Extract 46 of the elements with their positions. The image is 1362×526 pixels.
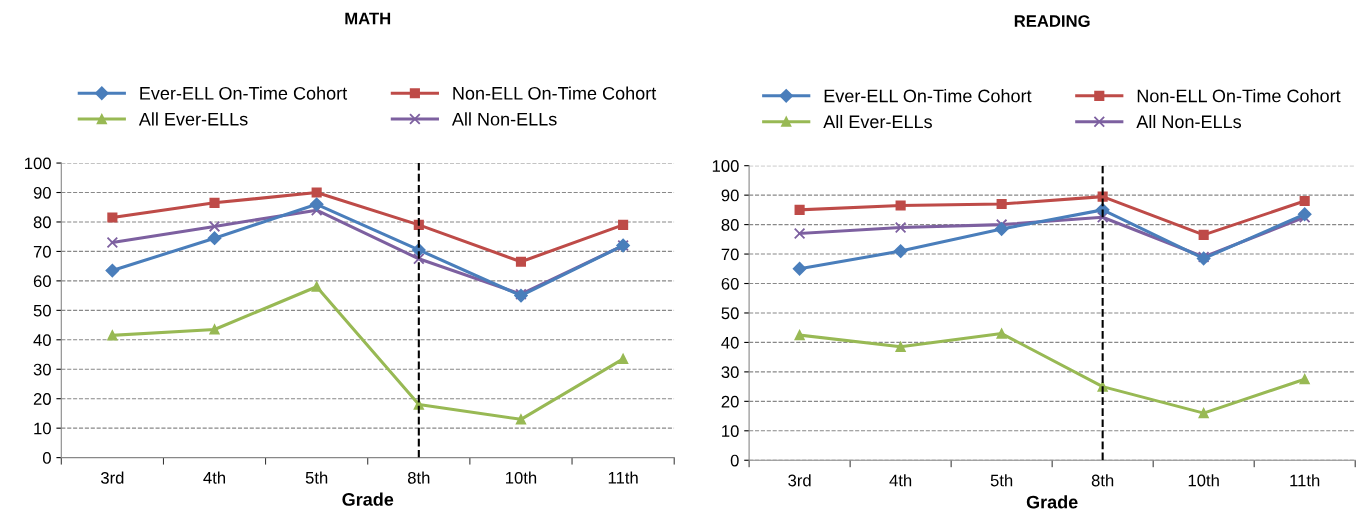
y-tick-label: 30 — [33, 363, 51, 376]
x-tick-label: 5th — [305, 471, 328, 484]
legend-label: Ever-ELL On-Time Cohort — [824, 89, 1032, 103]
x-tick-label: 4th — [203, 471, 226, 484]
y-tick-label: 100 — [25, 157, 51, 170]
y-tick-label: 10 — [34, 422, 51, 435]
y-tick-label: 0 — [730, 454, 739, 467]
y-tick-label: 60 — [33, 275, 51, 288]
x-tick-label: 5th — [990, 474, 1013, 487]
x-tick-label: 4th — [889, 474, 912, 487]
legend-label: Ever-ELL On-Time Cohort — [140, 86, 348, 100]
y-tick-label: 40 — [33, 334, 51, 346]
x-tick-label: 8th — [1091, 474, 1114, 487]
y-tick-label: 50 — [33, 304, 51, 317]
y-tick-label: 50 — [721, 307, 739, 320]
x-tick-label: 10th — [1188, 474, 1219, 487]
legend-label: All Ever-ELLs — [823, 114, 932, 129]
x-tick-label: 3rd — [100, 471, 124, 484]
y-tick-label: 70 — [33, 245, 51, 258]
x-tick-label: 11th — [608, 471, 638, 484]
x-tick-label: 10th — [506, 471, 537, 484]
x-axis-title: Grade — [342, 492, 394, 506]
y-tick-label: 90 — [721, 189, 739, 202]
y-tick-label: 60 — [721, 277, 739, 290]
y-tick-label: 40 — [721, 336, 739, 349]
legend-label: Non-ELL On-Time Cohort — [453, 86, 657, 100]
y-tick-label: 20 — [721, 395, 739, 408]
legend-label: All Non-ELLs — [451, 112, 557, 126]
y-tick-label: 10 — [722, 425, 739, 437]
chart-title: READING — [1014, 15, 1090, 27]
y-tick-label: 100 — [712, 160, 739, 172]
y-tick-label: 80 — [721, 219, 739, 231]
y-tick-label: 0 — [42, 452, 51, 464]
y-tick-label: 70 — [721, 248, 739, 261]
x-tick-label: 11th — [1290, 474, 1320, 487]
y-tick-label: 90 — [33, 186, 51, 199]
y-tick-label: 30 — [721, 366, 739, 379]
chart-title: MATH — [345, 12, 391, 25]
x-axis-title: Grade — [1026, 495, 1078, 509]
legend-label: All Ever-ELLs — [138, 112, 248, 126]
x-tick-label: 8th — [407, 471, 430, 484]
y-tick-label: 20 — [33, 393, 51, 405]
y-tick-label: 80 — [33, 216, 51, 229]
legend-label: All Non-ELLs — [1136, 114, 1242, 129]
legend-label: Non-ELL On-Time Cohort — [1137, 89, 1341, 103]
x-tick-label: 3rd — [788, 474, 811, 487]
